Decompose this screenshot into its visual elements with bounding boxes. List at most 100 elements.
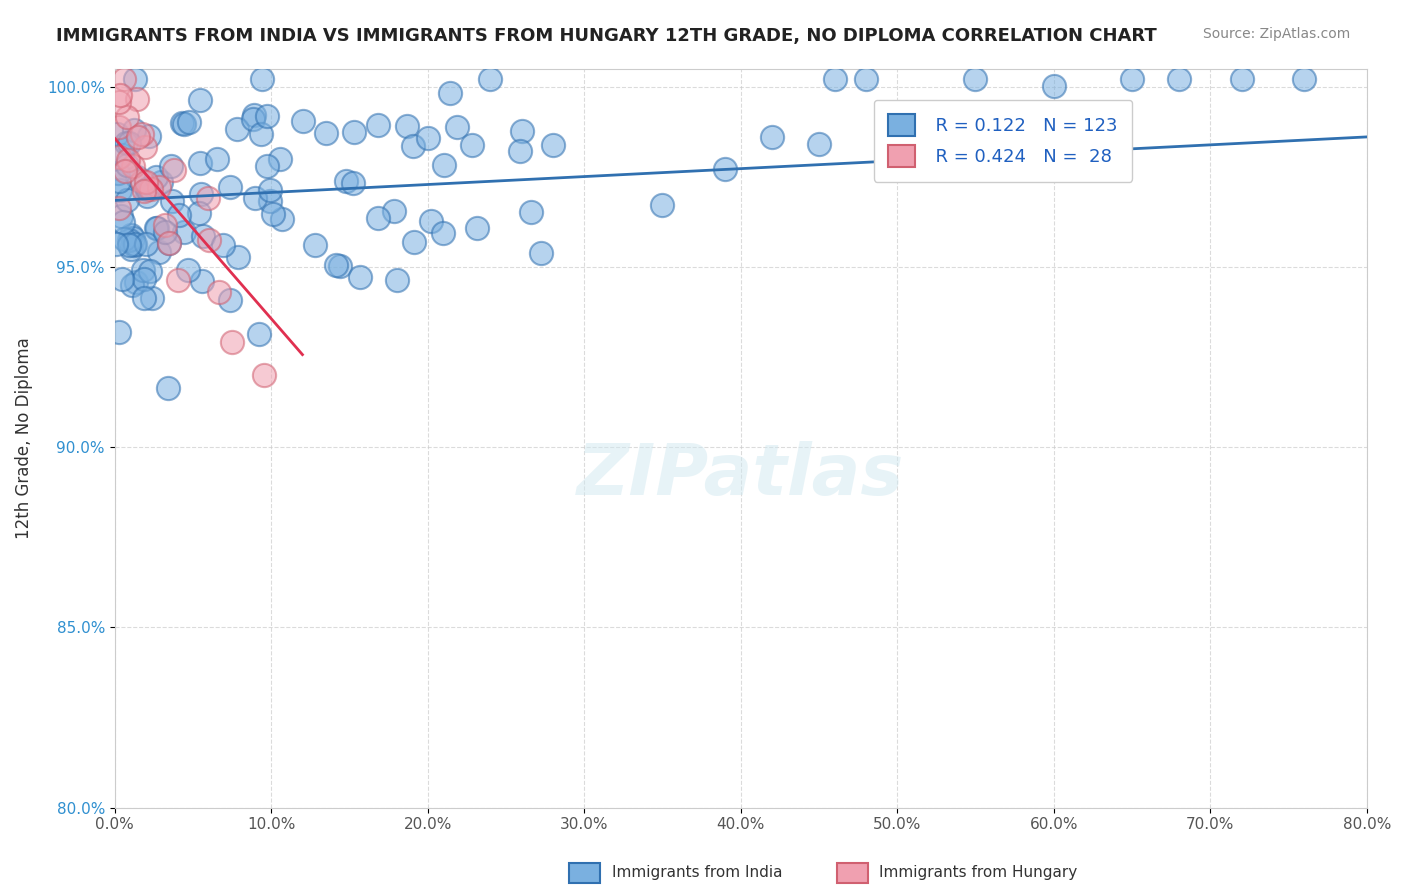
Point bbox=[110, 183, 132, 197]
Point bbox=[118, 136, 141, 150]
Point bbox=[416, 130, 439, 145]
Point bbox=[157, 236, 180, 251]
Point bbox=[108, 88, 131, 103]
Point bbox=[124, 275, 146, 289]
Text: IMMIGRANTS FROM INDIA VS IMMIGRANTS FROM HUNGARY 12TH GRADE, NO DIPLOMA CORRELAT: IMMIGRANTS FROM INDIA VS IMMIGRANTS FROM… bbox=[56, 27, 1157, 45]
Text: Immigrants from India: Immigrants from India bbox=[612, 865, 782, 880]
Point bbox=[367, 211, 389, 225]
Point bbox=[108, 325, 131, 339]
Point bbox=[146, 221, 169, 235]
Point bbox=[136, 182, 159, 196]
Point bbox=[114, 163, 136, 178]
Point bbox=[208, 285, 231, 299]
Point bbox=[256, 159, 278, 173]
Point bbox=[122, 230, 145, 244]
Point bbox=[1230, 72, 1253, 87]
Point bbox=[530, 246, 553, 260]
Point bbox=[134, 291, 156, 305]
Point bbox=[105, 237, 128, 252]
Point bbox=[446, 120, 468, 134]
Point bbox=[177, 263, 200, 277]
Point bbox=[167, 208, 190, 222]
Point bbox=[122, 123, 145, 137]
Point bbox=[249, 128, 271, 142]
Text: Immigrants from Hungary: Immigrants from Hungary bbox=[879, 865, 1077, 880]
Point bbox=[118, 237, 141, 252]
Point bbox=[139, 182, 162, 196]
Point bbox=[157, 236, 180, 251]
Point bbox=[520, 205, 543, 219]
Point bbox=[242, 108, 264, 122]
Point bbox=[191, 273, 214, 287]
Point bbox=[259, 194, 281, 208]
Point bbox=[1294, 72, 1316, 87]
Point bbox=[917, 161, 939, 176]
Point bbox=[134, 271, 156, 285]
Point bbox=[335, 174, 357, 188]
Point bbox=[136, 189, 159, 203]
Point bbox=[138, 263, 160, 277]
Point bbox=[135, 237, 157, 252]
Point bbox=[329, 259, 352, 273]
Point bbox=[349, 270, 371, 285]
Point bbox=[509, 144, 531, 158]
Point bbox=[253, 368, 276, 382]
Point bbox=[173, 226, 195, 240]
Point bbox=[117, 153, 139, 167]
Point bbox=[135, 175, 157, 189]
Point bbox=[252, 72, 274, 87]
Point bbox=[173, 117, 195, 131]
Point bbox=[256, 109, 278, 123]
Point bbox=[242, 112, 264, 127]
Point bbox=[304, 237, 326, 252]
Y-axis label: 12th Grade, No Diploma: 12th Grade, No Diploma bbox=[15, 337, 32, 539]
Point bbox=[125, 169, 148, 184]
Point bbox=[197, 233, 219, 247]
Point bbox=[110, 209, 132, 223]
Point bbox=[402, 235, 425, 250]
Point bbox=[148, 244, 170, 259]
Point bbox=[855, 72, 877, 87]
Point bbox=[111, 272, 134, 286]
Point bbox=[105, 127, 128, 141]
Point bbox=[420, 213, 443, 227]
Point bbox=[149, 175, 172, 189]
Point bbox=[131, 127, 153, 141]
Point bbox=[155, 225, 177, 239]
Point bbox=[138, 128, 160, 143]
Point bbox=[226, 250, 249, 264]
Point bbox=[226, 121, 249, 136]
Point bbox=[190, 187, 212, 202]
Point bbox=[112, 215, 135, 229]
Point bbox=[432, 227, 454, 241]
Point bbox=[112, 72, 135, 87]
Point bbox=[107, 166, 129, 180]
Point bbox=[479, 72, 502, 87]
Point bbox=[156, 381, 179, 395]
Point bbox=[402, 138, 425, 153]
Point bbox=[167, 273, 190, 287]
Point bbox=[221, 335, 243, 350]
Point bbox=[112, 232, 135, 246]
Point bbox=[108, 150, 131, 164]
Point bbox=[188, 94, 211, 108]
Point bbox=[269, 153, 291, 167]
Point bbox=[148, 179, 170, 194]
Point bbox=[145, 221, 167, 235]
Point bbox=[247, 326, 270, 341]
Point bbox=[115, 193, 138, 207]
Point bbox=[124, 72, 146, 87]
Point bbox=[111, 148, 134, 162]
Point bbox=[262, 207, 284, 221]
Point bbox=[122, 237, 145, 252]
Point bbox=[886, 106, 908, 120]
Point bbox=[197, 191, 219, 205]
Point bbox=[108, 120, 131, 134]
Point bbox=[325, 258, 347, 272]
Point bbox=[138, 180, 160, 194]
Point bbox=[1042, 78, 1064, 93]
Point bbox=[342, 176, 364, 190]
Point bbox=[510, 124, 533, 138]
Text: Source: ZipAtlas.com: Source: ZipAtlas.com bbox=[1202, 27, 1350, 41]
Point bbox=[193, 229, 215, 244]
